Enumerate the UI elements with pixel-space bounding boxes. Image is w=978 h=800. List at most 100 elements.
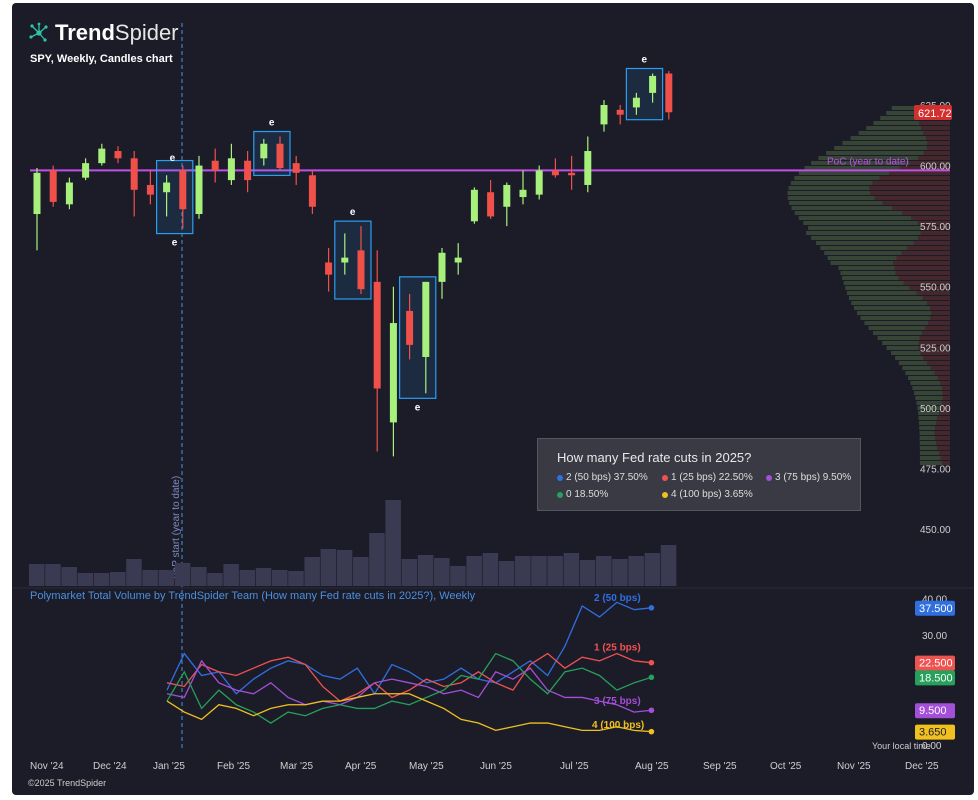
volume-profile-bar: [798, 216, 912, 220]
volume-profile-bar: [877, 336, 920, 340]
candle-body: [373, 281, 381, 389]
y-tick-label: 450.00: [920, 525, 951, 536]
volume-bar: [579, 560, 596, 586]
volume-bar: [644, 553, 661, 586]
volume-profile-bar: [815, 241, 914, 245]
candle-body: [65, 182, 73, 205]
volume-profile-bar: [830, 261, 894, 265]
volume-profile-bar: [911, 216, 950, 220]
local-time-label[interactable]: Your local time: [872, 741, 931, 751]
volume-profile-bar: [919, 456, 941, 460]
indicator-value-label: 37.500: [919, 603, 953, 615]
indicator-y-tick-label: 40.00: [922, 595, 947, 606]
legend-dot: [557, 474, 563, 481]
candle-body: [292, 163, 300, 173]
volume-profile-bar: [788, 186, 870, 190]
volume-profile-bar: [915, 396, 943, 400]
volume-profile-bar: [893, 261, 950, 265]
indicator-line-label: 3 (75 bps): [594, 696, 641, 707]
volume-profile-bar: [942, 391, 950, 395]
volume-profile-bar: [842, 276, 899, 280]
legend-question: How many Fed rate cuts in 2025?: [557, 450, 752, 465]
legend-dot: [557, 491, 563, 498]
volume-profile-bar: [840, 271, 896, 275]
volume-profile-bar: [934, 371, 950, 375]
indicator-series-line: [166, 693, 652, 733]
volume-bar: [531, 556, 547, 586]
legend-dot: [662, 491, 668, 498]
candle-body: [422, 281, 430, 357]
x-tick-label: Jan '25: [153, 761, 185, 772]
volume-profile-bar: [892, 206, 950, 210]
volume-bar: [547, 556, 563, 586]
logo-text-bold: Trend: [55, 20, 115, 45]
indicator-value-badge: [915, 703, 955, 719]
candle-body: [454, 257, 462, 263]
candle-body: [632, 97, 640, 108]
indicator-series-endpoint: [648, 659, 655, 666]
volume-bar: [498, 561, 515, 586]
candle-body: [341, 257, 349, 263]
volume-bar: [158, 570, 175, 586]
volume-profile-bar: [794, 176, 880, 180]
indicator-series-line: [166, 601, 652, 695]
indicator-title[interactable]: Polymarket Total Volume by TrendSpider T…: [30, 590, 476, 602]
volume-profile-bar: [919, 431, 935, 435]
volume-profile-bar: [939, 451, 950, 455]
x-tick-label: Mar '25: [280, 761, 313, 772]
volume-profile-bar: [874, 196, 950, 200]
volume-profile-bar: [926, 361, 950, 365]
candle-body: [357, 250, 365, 290]
volume-bar: [320, 549, 337, 586]
volume-profile-bar: [860, 316, 931, 320]
y-tick-label: 550.00: [920, 283, 951, 294]
volume-profile-bar: [898, 361, 927, 365]
volume-profile-bar: [882, 341, 919, 345]
volume-bar: [385, 500, 401, 586]
volume-profile-bar: [868, 326, 925, 330]
volume-profile-bar: [940, 406, 950, 410]
legend-dot: [766, 474, 772, 481]
volume-bar: [61, 567, 77, 586]
candle-body: [551, 170, 559, 176]
volume-profile-bar: [919, 441, 936, 445]
volume-profile-bar: [927, 141, 950, 145]
volume-profile-bar: [818, 156, 919, 160]
volume-profile-bar: [851, 301, 928, 305]
candle-body: [98, 148, 106, 164]
volume-profile-bar: [941, 401, 950, 405]
x-tick-label: Nov '25: [837, 761, 871, 772]
candle-body: [211, 160, 219, 171]
volume-profile-bar: [834, 146, 927, 150]
volume-profile-bar: [811, 236, 919, 240]
volume-profile-bar: [930, 366, 950, 370]
candle-body: [82, 163, 90, 178]
indicator-value-label: 3.650: [919, 727, 947, 739]
legend-item-label: 0 18.50%: [566, 489, 609, 500]
volume-bar: [207, 573, 223, 586]
volume-profile-bar: [921, 126, 950, 130]
volume-profile-bar: [824, 251, 902, 255]
logo-text-thin: Spider: [114, 20, 179, 45]
chart-canvas[interactable]: 450.00 475.00 500.00 525.00 550.00 575.00 600.…: [12, 3, 974, 795]
volume-profile-bar: [808, 226, 922, 230]
volume-profile-bar: [930, 306, 950, 310]
volume-profile-bar: [896, 256, 950, 260]
volume-profile-bar: [853, 306, 931, 310]
indicator-series-endpoint: [648, 728, 655, 735]
volume-bar: [223, 564, 239, 586]
volume-profile-bar: [918, 156, 950, 160]
earnings-highlight-box: [334, 220, 372, 300]
volume-profile-bar: [935, 441, 950, 445]
candle-body: [325, 262, 333, 275]
volume-profile-bar: [937, 446, 950, 450]
volume-profile-bar: [882, 201, 950, 205]
candle-body: [130, 158, 138, 190]
volume-profile-bar: [794, 211, 903, 215]
volume-profile-bar: [918, 411, 939, 415]
candle-body: [438, 252, 446, 282]
volume-bar: [482, 553, 499, 586]
volume-profile-bar: [895, 356, 924, 360]
volume-profile-bar: [912, 386, 943, 390]
volume-profile-bar: [873, 121, 920, 125]
